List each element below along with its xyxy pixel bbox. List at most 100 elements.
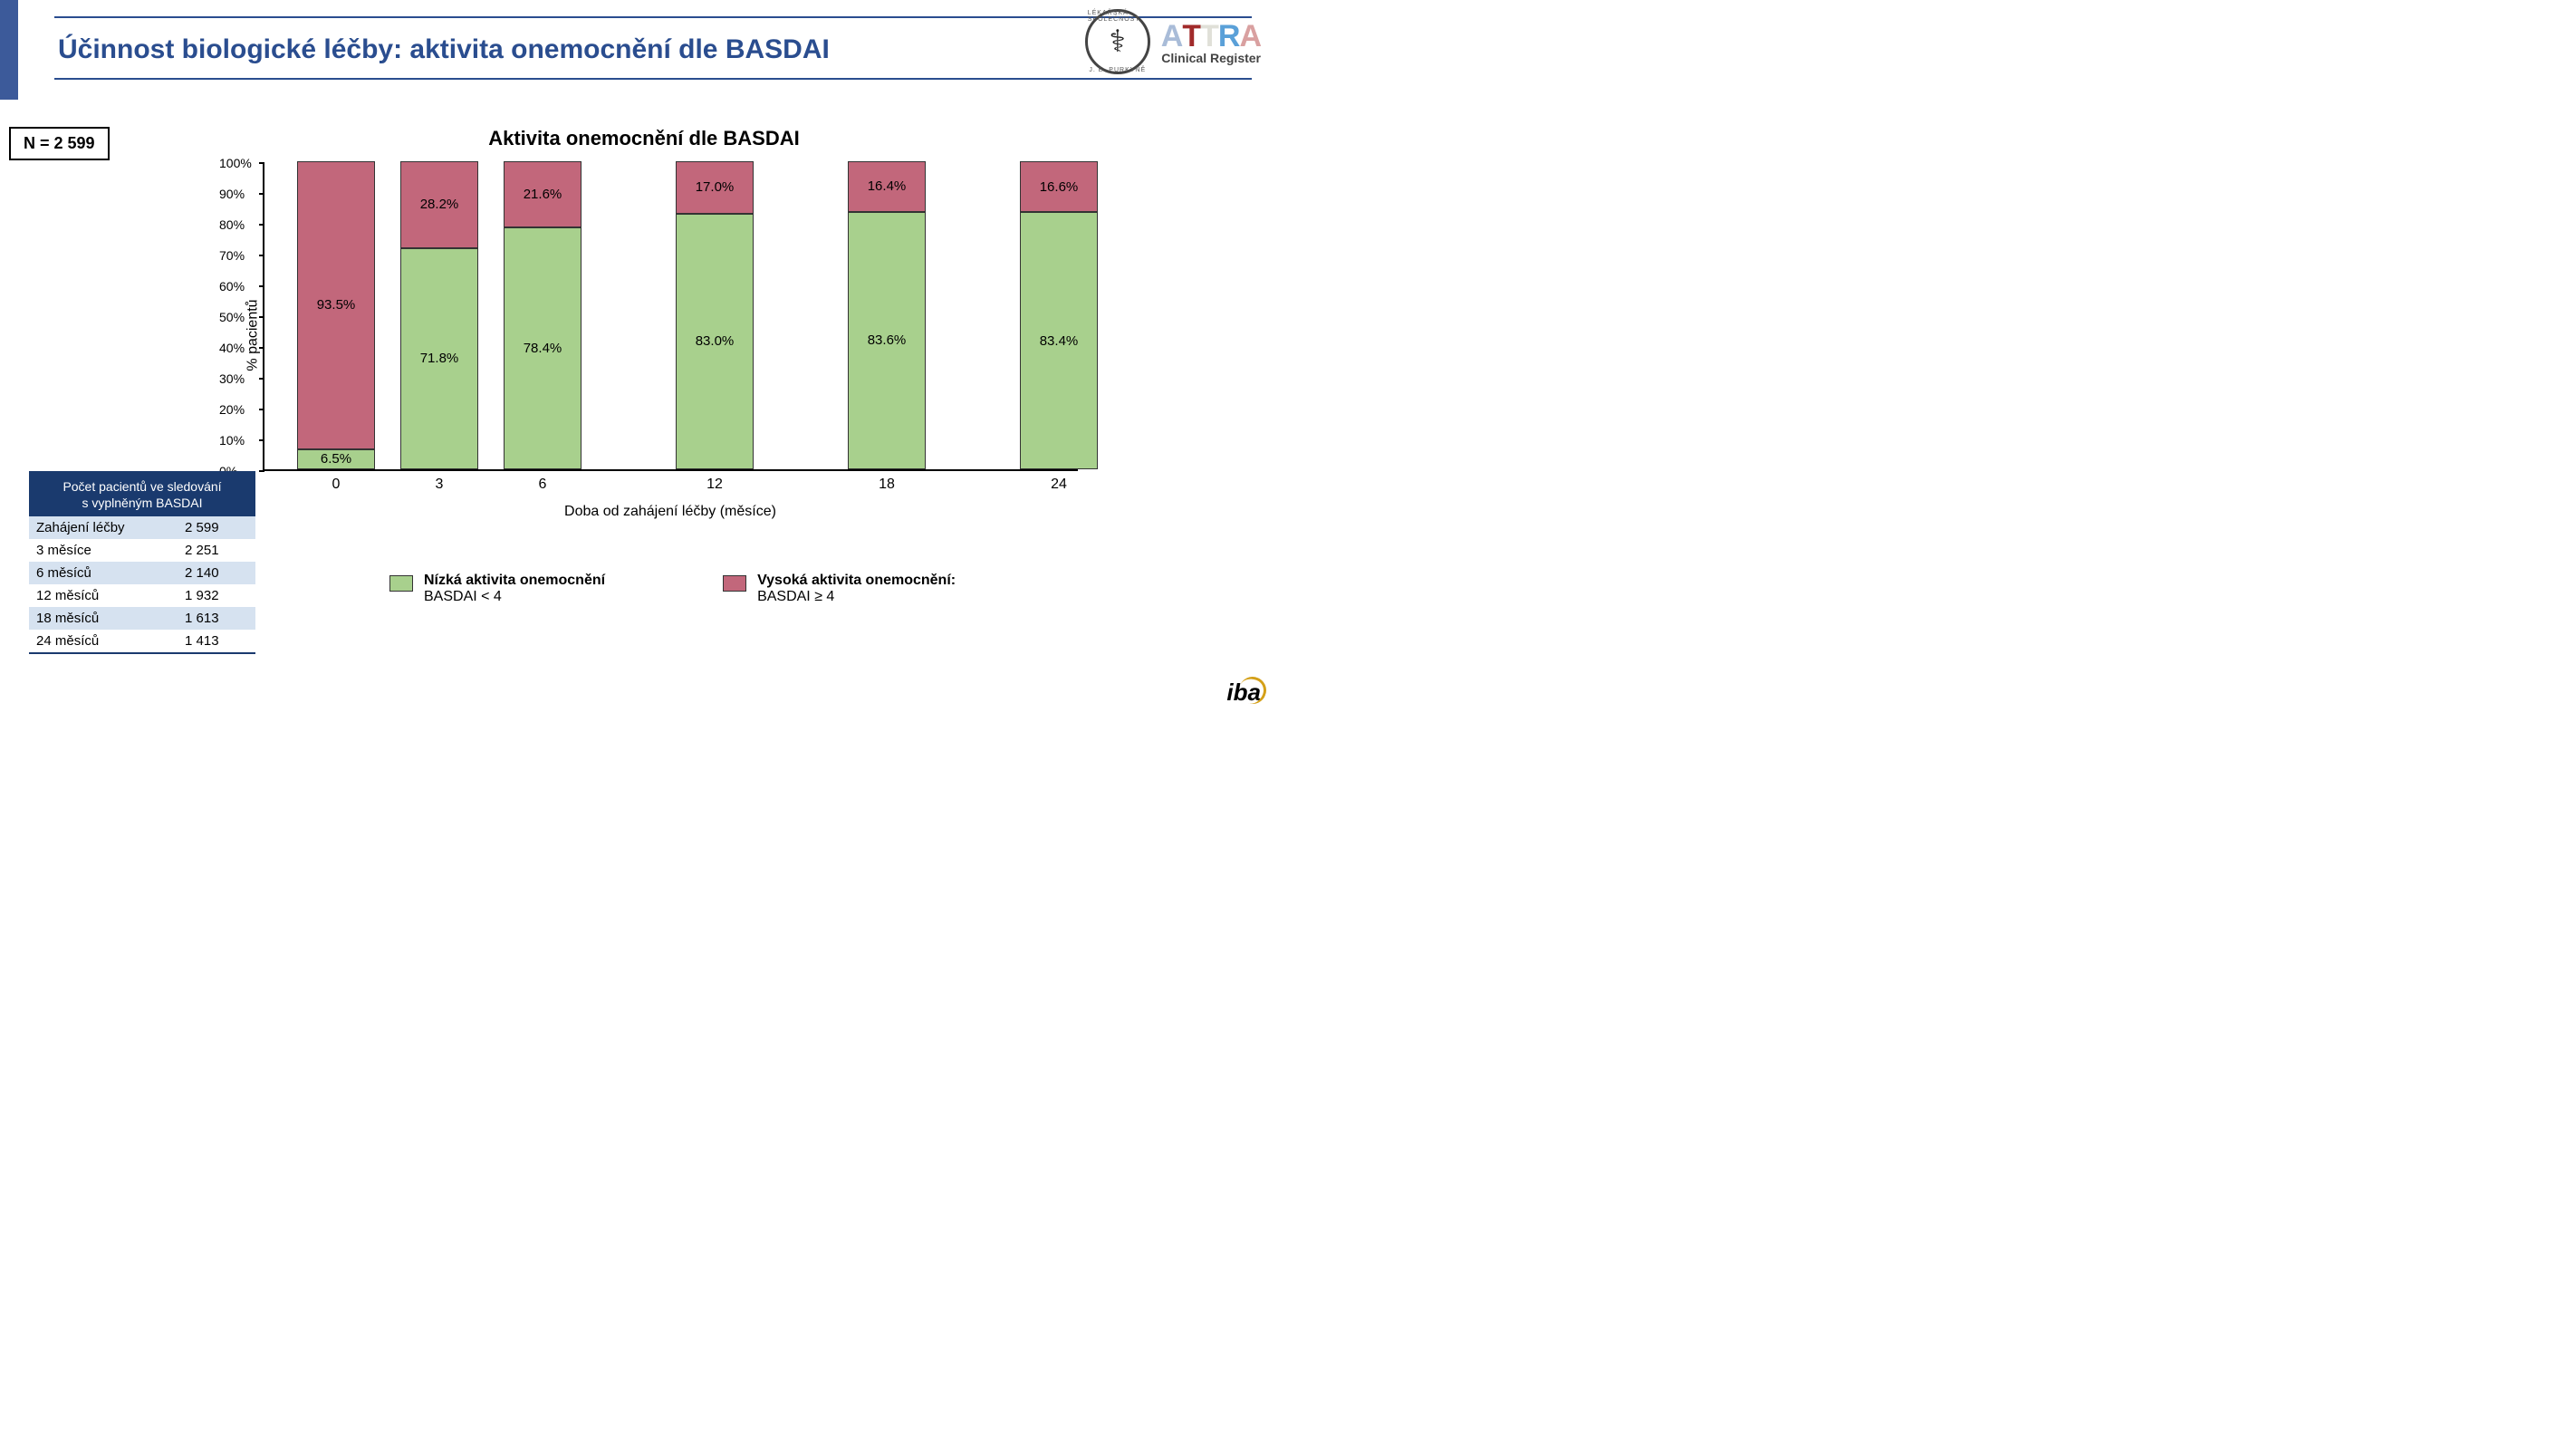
y-tick: [259, 347, 264, 349]
title-rule-bottom: [54, 78, 1252, 80]
legend-swatch: [723, 575, 746, 592]
x-tick-label: 24: [1020, 477, 1098, 493]
attra-logo: ATTRA Clinical Register: [1161, 19, 1261, 65]
table-header-line2: s vyplněným BASDAI: [82, 496, 202, 510]
y-tick-label: 20%: [219, 402, 245, 417]
table-row-label: 6 měsíců: [36, 565, 185, 581]
bar-segment-low: 83.4%: [1020, 212, 1098, 469]
bar-segment-low: 83.6%: [848, 212, 926, 469]
y-tick: [259, 409, 264, 410]
attra-letter: T: [1182, 19, 1200, 54]
title-block: Účinnost biologické léčby: aktivita onem…: [54, 0, 1252, 80]
bar-segment-high: 93.5%: [297, 161, 375, 449]
legend-text: Nízká aktivita onemocněníBASDAI < 4: [424, 573, 605, 605]
table-row-label: 3 měsíce: [36, 543, 185, 558]
bar-group: 17.0%83.0%12: [676, 161, 754, 469]
x-tick-label: 3: [400, 477, 478, 493]
chart-container: % pacientů 0%10%20%30%40%50%60%70%80%90%…: [254, 163, 1087, 507]
y-tick-label: 10%: [219, 433, 245, 448]
bar-segment-high: 28.2%: [400, 161, 478, 248]
legend-label-bold: Nízká aktivita onemocnění: [424, 573, 605, 589]
bar-group: 16.6%83.4%24: [1020, 161, 1098, 469]
table-header-line1: Počet pacientů ve sledování: [62, 479, 221, 494]
bar-group: 16.4%83.6%18: [848, 161, 926, 469]
table-row-value: 1 613: [185, 611, 248, 626]
x-tick-label: 6: [504, 477, 582, 493]
plot-area: 0%10%20%30%40%50%60%70%80%90%100%93.5%6.…: [263, 163, 1078, 471]
x-tick-label: 12: [676, 477, 754, 493]
legend-text: Vysoká aktivita onemocnění:BASDAI ≥ 4: [757, 573, 956, 605]
y-tick-label: 100%: [219, 156, 252, 170]
table-row-value: 2 251: [185, 543, 248, 558]
legend: Nízká aktivita onemocněníBASDAI < 4 Vysok…: [389, 573, 956, 605]
attra-letters: ATTRA: [1161, 19, 1261, 54]
table-row-value: 2 140: [185, 565, 248, 581]
attra-letter: A: [1161, 19, 1183, 54]
bar-group: 28.2%71.8%3: [400, 161, 478, 469]
y-tick: [259, 224, 264, 226]
table-row-value: 1 413: [185, 633, 248, 649]
table-header: Počet pacientů ve sledování s vyplněným …: [29, 473, 255, 516]
patient-count-table: Počet pacientů ve sledování s vyplněným …: [29, 471, 255, 654]
legend-label-sub: BASDAI ≥ 4: [757, 589, 956, 605]
y-tick: [259, 378, 264, 380]
legend-label-sub: BASDAI < 4: [424, 589, 605, 605]
legend-label-bold: Vysoká aktivita onemocnění:: [757, 573, 956, 589]
legend-swatch: [389, 575, 413, 592]
y-tick-label: 90%: [219, 187, 245, 201]
table-row-label: 18 měsíců: [36, 611, 185, 626]
x-tick-label: 0: [297, 477, 375, 493]
logo-circle-top-text: LÉKAŘSKÁ SPOLEČNOST: [1088, 10, 1148, 23]
attra-letter: R: [1218, 19, 1240, 54]
asclepius-icon: ⚕: [1110, 24, 1126, 60]
y-tick-label: 30%: [219, 371, 245, 386]
y-tick: [259, 470, 264, 472]
iba-logo: iba: [1226, 679, 1261, 707]
table-row: Zahájení léčby2 599: [29, 516, 255, 539]
table-row: 6 měsíců2 140: [29, 562, 255, 584]
bar-segment-low: 78.4%: [504, 227, 582, 469]
bar-segment-high: 21.6%: [504, 161, 582, 227]
table-row: 24 měsíců1 413: [29, 630, 255, 652]
table-row: 3 měsíce2 251: [29, 539, 255, 562]
attra-letter: T: [1200, 19, 1218, 54]
logo-area: LÉKAŘSKÁ SPOLEČNOST ⚕ J. E. PURKYNĚ ATTR…: [1085, 9, 1261, 74]
y-tick-label: 80%: [219, 217, 245, 232]
y-tick: [259, 285, 264, 287]
legend-item: Nízká aktivita onemocněníBASDAI < 4: [389, 573, 605, 605]
y-tick: [259, 162, 264, 164]
title-rule-top: [54, 16, 1252, 18]
table-body: Zahájení léčby2 5993 měsíce2 2516 měsíců…: [29, 516, 255, 652]
legend-item: Vysoká aktivita onemocnění:BASDAI ≥ 4: [723, 573, 956, 605]
bar-segment-high: 16.4%: [848, 161, 926, 212]
bar-segment-high: 17.0%: [676, 161, 754, 214]
table-row-label: 24 měsíců: [36, 633, 185, 649]
bar-group: 93.5%6.5%0: [297, 161, 375, 469]
x-axis-label: Doba od zahájení léčby (měsíce): [254, 504, 1087, 520]
chart-title: Aktivita onemocnění dle BASDAI: [0, 127, 1288, 150]
y-tick-label: 40%: [219, 341, 245, 355]
y-tick-label: 60%: [219, 279, 245, 294]
bar-segment-low: 6.5%: [297, 449, 375, 469]
table-row-value: 2 599: [185, 520, 248, 535]
side-accent-bar: [0, 0, 18, 100]
attra-subtitle: Clinical Register: [1161, 51, 1261, 65]
x-tick-label: 18: [848, 477, 926, 493]
bar-group: 21.6%78.4%6: [504, 161, 582, 469]
medical-society-logo: LÉKAŘSKÁ SPOLEČNOST ⚕ J. E. PURKYNĚ: [1085, 9, 1150, 74]
y-tick: [259, 193, 264, 195]
table-row-label: Zahájení léčby: [36, 520, 185, 535]
bar-segment-low: 71.8%: [400, 248, 478, 469]
attra-letter: A: [1239, 19, 1261, 54]
y-tick-label: 50%: [219, 310, 245, 324]
y-tick: [259, 255, 264, 256]
y-tick: [259, 316, 264, 318]
bar-segment-high: 16.6%: [1020, 161, 1098, 212]
page-title: Účinnost biologické léčby: aktivita onem…: [58, 34, 1252, 65]
y-axis-label: % pacientů: [245, 299, 262, 371]
y-tick-label: 70%: [219, 248, 245, 263]
table-row: 12 měsíců1 932: [29, 584, 255, 607]
logo-circle-bottom-text: J. E. PURKYNĚ: [1089, 67, 1146, 73]
bar-segment-low: 83.0%: [676, 214, 754, 469]
table-row-value: 1 932: [185, 588, 248, 603]
